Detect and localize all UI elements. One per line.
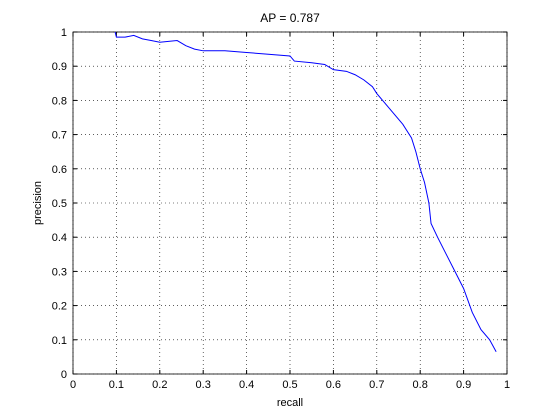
x-tick-label: 0 — [70, 379, 76, 391]
pr-curve — [114, 31, 497, 353]
y-tick-label: 0.3 — [52, 266, 67, 278]
x-tick-label: 0.6 — [326, 379, 341, 391]
y-tick-label: 0 — [61, 369, 67, 381]
y-tick-label: 0.2 — [52, 301, 67, 313]
x-tick-label: 0.8 — [413, 379, 428, 391]
x-tick-label: 1 — [504, 379, 510, 391]
x-axis-label: recall — [277, 397, 303, 409]
x-tick-label: 0.3 — [196, 379, 211, 391]
chart-title: AP = 0.787 — [260, 11, 320, 25]
y-tick-label: 1 — [61, 27, 67, 39]
y-axis-label: precision — [32, 181, 44, 225]
plot-frame — [72, 31, 508, 375]
y-tick-label: 0.1 — [52, 335, 67, 347]
x-tick-label: 0.5 — [282, 379, 297, 391]
x-tick-label: 0.2 — [152, 379, 167, 391]
y-tick-label: 0.5 — [52, 198, 67, 210]
y-tick-label: 0.8 — [52, 95, 67, 107]
x-tick-label: 0.9 — [456, 379, 471, 391]
x-tick-label: 0.4 — [239, 379, 254, 391]
x-tick-label: 0.7 — [369, 379, 384, 391]
y-tick-label: 0.4 — [52, 232, 67, 244]
y-tick-label: 0.6 — [52, 164, 67, 176]
y-tick-label: 0.7 — [52, 130, 67, 142]
y-tick-label: 0.9 — [52, 61, 67, 73]
x-tick-label: 0.1 — [109, 379, 124, 391]
